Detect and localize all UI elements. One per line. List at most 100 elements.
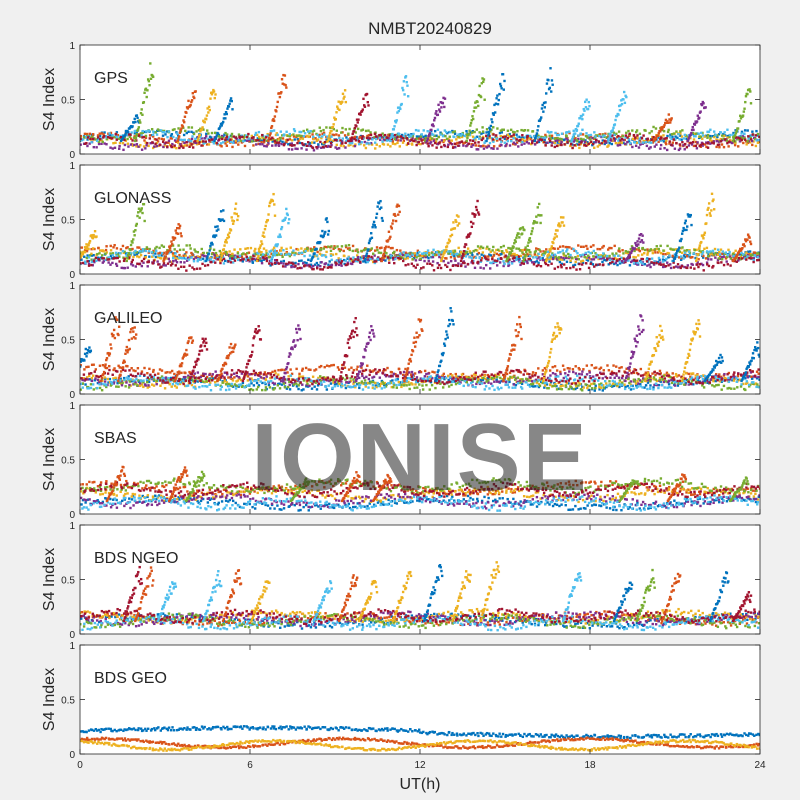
data-point	[164, 264, 167, 267]
data-point	[636, 240, 639, 243]
data-point	[156, 140, 160, 143]
data-point	[689, 266, 692, 269]
data-point	[531, 130, 535, 133]
data-point	[237, 143, 240, 146]
data-point	[223, 137, 227, 140]
data-point	[107, 258, 111, 261]
data-point	[217, 135, 220, 138]
data-point	[144, 136, 148, 140]
data-point	[549, 137, 553, 140]
data-point	[415, 137, 419, 140]
data-point	[565, 250, 568, 253]
data-point	[102, 136, 105, 139]
data-point	[534, 134, 538, 137]
data-point	[720, 143, 724, 146]
data-point	[134, 120, 137, 124]
data-point	[197, 137, 200, 140]
data-point	[569, 253, 572, 257]
data-point	[336, 245, 339, 248]
data-point	[756, 134, 759, 137]
data-point	[287, 221, 290, 225]
data-point	[513, 259, 516, 263]
data-point	[477, 260, 480, 264]
data-point	[548, 256, 551, 259]
data-point	[685, 249, 689, 252]
data-point	[645, 260, 649, 263]
data-point	[106, 135, 110, 139]
data-point	[130, 260, 134, 264]
data-point	[723, 134, 726, 138]
data-point	[598, 263, 601, 266]
data-point	[285, 262, 288, 266]
data-point	[685, 266, 689, 270]
data-point	[520, 136, 523, 140]
data-point	[629, 247, 632, 251]
data-point	[312, 135, 315, 139]
data-point	[648, 249, 651, 252]
data-point	[245, 255, 248, 259]
data-point	[525, 140, 529, 144]
data-point	[544, 250, 547, 254]
data-point	[712, 198, 715, 201]
data-point	[105, 245, 108, 248]
data-point	[605, 258, 609, 261]
data-point	[256, 137, 259, 140]
data-point	[376, 248, 379, 252]
data-point	[245, 139, 249, 142]
data-point	[109, 249, 113, 252]
data-point	[744, 239, 748, 243]
data-point	[549, 257, 552, 260]
data-point	[547, 87, 551, 91]
data-point	[565, 267, 568, 270]
data-point	[371, 379, 375, 383]
data-point	[396, 141, 399, 145]
data-point	[719, 140, 723, 143]
data-point	[104, 252, 107, 256]
data-point	[511, 257, 515, 260]
data-point	[666, 251, 669, 255]
data-point	[277, 368, 280, 372]
data-point	[308, 141, 312, 145]
data-point	[732, 254, 735, 258]
data-point	[577, 244, 580, 247]
data-point	[280, 252, 283, 256]
data-point	[489, 267, 492, 270]
data-point	[370, 247, 374, 250]
data-point	[611, 129, 614, 132]
data-point	[326, 135, 329, 138]
data-point	[746, 233, 750, 236]
data-point	[504, 135, 507, 138]
data-point	[702, 254, 705, 258]
data-point	[214, 225, 217, 229]
data-point	[325, 250, 328, 254]
data-point	[341, 100, 344, 103]
data-point	[323, 133, 326, 136]
data-point	[561, 258, 564, 261]
data-point	[378, 246, 382, 250]
data-point	[639, 240, 642, 244]
data-point	[295, 247, 298, 251]
data-point	[579, 245, 583, 248]
data-point	[431, 253, 435, 257]
data-point	[749, 136, 752, 139]
data-point	[645, 258, 648, 261]
data-point	[675, 141, 678, 145]
data-point	[394, 257, 397, 261]
data-point	[494, 134, 498, 137]
data-point	[589, 245, 593, 249]
data-point	[415, 135, 419, 138]
data-point	[593, 146, 596, 149]
data-point	[691, 140, 695, 144]
data-point	[341, 131, 344, 134]
data-point	[701, 144, 704, 147]
data-point	[550, 144, 553, 147]
data-point	[536, 206, 539, 209]
data-point	[135, 253, 139, 256]
data-point	[80, 134, 82, 138]
data-point	[210, 138, 214, 141]
data-point	[479, 247, 482, 250]
data-point	[152, 259, 156, 262]
data-point	[560, 137, 563, 141]
data-point	[123, 257, 126, 261]
data-point	[146, 141, 149, 145]
